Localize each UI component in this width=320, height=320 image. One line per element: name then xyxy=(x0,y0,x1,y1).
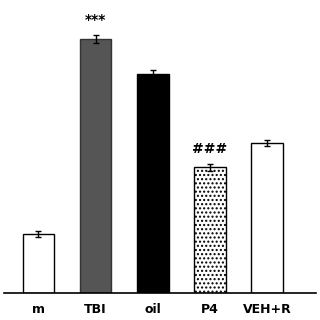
Bar xyxy=(252,143,283,293)
Bar xyxy=(194,167,226,293)
Bar xyxy=(80,39,111,293)
Text: ###: ### xyxy=(192,142,228,156)
Bar xyxy=(137,74,169,293)
Bar xyxy=(23,234,54,293)
Text: ***: *** xyxy=(85,13,106,27)
